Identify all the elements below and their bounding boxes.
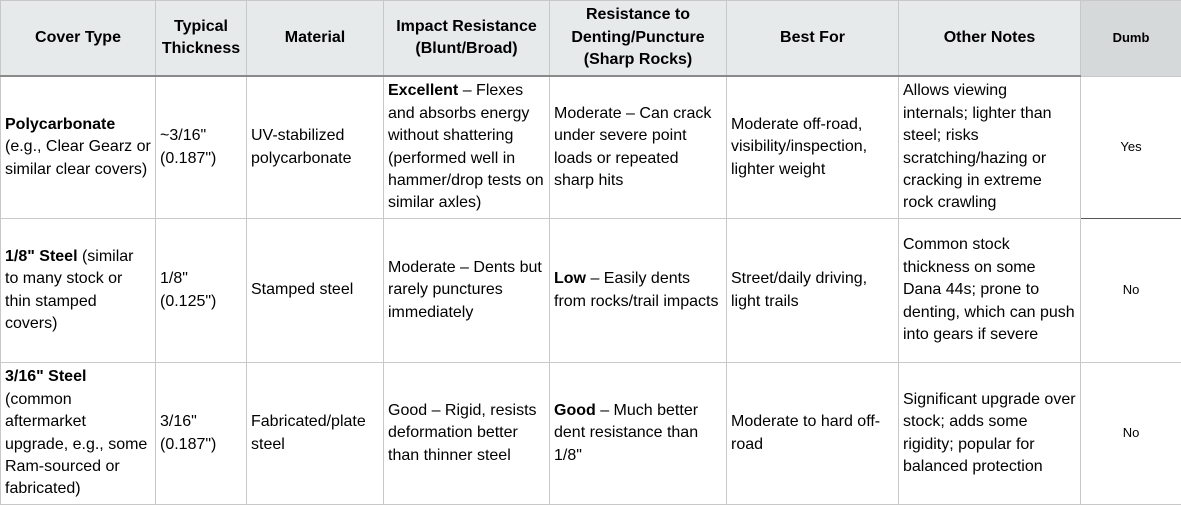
header-cover-type: Cover Type xyxy=(0,0,156,77)
header-material: Material xyxy=(246,0,384,77)
denting-detail: Moderate – Can crack under severe point … xyxy=(554,104,712,189)
header-other-notes: Other Notes xyxy=(898,0,1081,77)
cell-best-for: Moderate off-road, visibility/inspection… xyxy=(726,75,899,219)
impact-detail: Good – Rigid, resists deformation better… xyxy=(388,401,537,464)
denting-rating: Good xyxy=(554,401,596,419)
impact-rating: Excellent xyxy=(388,82,459,100)
cell-material: Stamped steel xyxy=(246,218,384,363)
cell-dumb: Yes xyxy=(1080,75,1181,219)
cell-cover-type: 3/16" Steel (common aftermarket upgrade,… xyxy=(0,362,156,505)
cell-cover-type: Polycarbonate (e.g., Clear Gearz or simi… xyxy=(0,75,156,219)
cell-impact: Good – Rigid, resists deformation better… xyxy=(383,362,550,505)
cell-cover-type: 1/8" Steel (similar to many stock or thi… xyxy=(0,218,156,363)
cell-best-for: Moderate to hard off-road xyxy=(726,362,899,505)
table-row: 3/16" Steel (common aftermarket upgrade,… xyxy=(0,362,1181,505)
cell-notes: Common stock thickness on some Dana 44s;… xyxy=(898,218,1081,363)
denting-rating: Low xyxy=(554,270,586,288)
cover-type-detail: (similar to many stock or thin stamped c… xyxy=(5,247,134,332)
cell-material: Fabricated/plate steel xyxy=(246,362,384,505)
header-thickness: Typical Thickness xyxy=(155,0,247,77)
header-best-for: Best For xyxy=(726,0,899,77)
cell-dumb: No xyxy=(1080,362,1181,505)
table-row: Polycarbonate (e.g., Clear Gearz or simi… xyxy=(0,75,1181,219)
cell-dumb: No xyxy=(1080,218,1181,363)
denting-detail: – Easily dents from rocks/trail impacts xyxy=(554,270,719,310)
cell-thickness: ~3/16" (0.187") xyxy=(155,75,247,219)
cover-type-name: 1/8" Steel xyxy=(5,247,78,265)
cell-thickness: 3/16" (0.187") xyxy=(155,362,247,505)
cell-denting: Moderate – Can crack under severe point … xyxy=(549,75,727,219)
cover-type-detail: (e.g., Clear Gearz or similar clear cove… xyxy=(5,138,151,178)
cell-thickness: 1/8" (0.125") xyxy=(155,218,247,363)
denting-detail: – Much better dent resistance than 1/8" xyxy=(554,401,699,464)
cell-denting: Low – Easily dents from rocks/trail impa… xyxy=(549,218,727,363)
cover-type-detail: (common aftermarket upgrade, e.g., some … xyxy=(5,390,148,498)
table-row: 1/8" Steel (similar to many stock or thi… xyxy=(0,218,1181,363)
header-impact-resistance: Impact Resistance (Blunt/Broad) xyxy=(383,0,550,77)
cover-type-name: Polycarbonate xyxy=(5,115,116,133)
header-row: Cover Type Typical Thickness Material Im… xyxy=(0,0,1181,77)
cover-type-name: 3/16" Steel xyxy=(5,368,87,386)
cell-denting: Good – Much better dent resistance than … xyxy=(549,362,727,505)
cell-impact: Excellent – Flexes and absorbs energy wi… xyxy=(383,75,550,219)
header-denting-resistance: Resistance to Denting/Puncture (Sharp Ro… xyxy=(549,0,727,77)
impact-detail: – Flexes and absorbs energy without shat… xyxy=(388,82,544,212)
cell-notes: Significant upgrade over stock; adds som… xyxy=(898,362,1081,505)
cell-best-for: Street/daily driving, light trails xyxy=(726,218,899,363)
header-dumb: Dumb xyxy=(1080,0,1181,77)
cell-notes: Allows viewing internals; lighter than s… xyxy=(898,75,1081,219)
cell-material: UV-stabilized polycarbonate xyxy=(246,75,384,219)
cell-impact: Moderate – Dents but rarely punctures im… xyxy=(383,218,550,363)
impact-detail: Moderate – Dents but rarely punctures im… xyxy=(388,258,542,321)
